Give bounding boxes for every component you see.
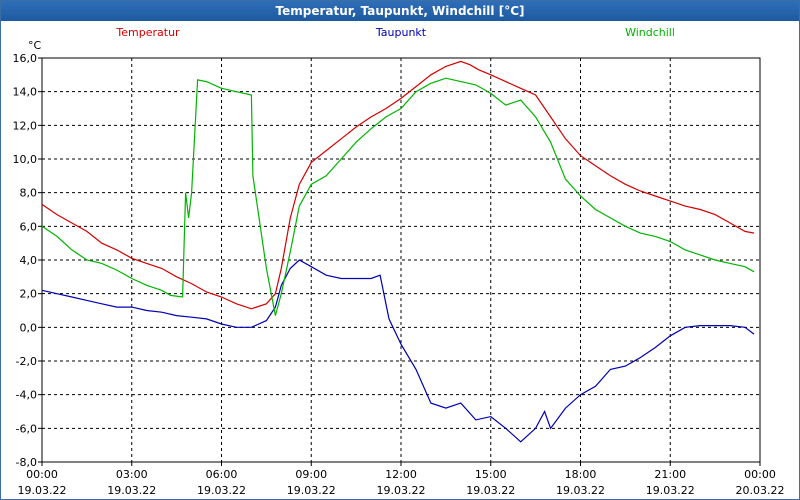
x-tick-date-label: 19.03.22 [646,484,695,497]
x-tick-date-label: 19.03.22 [466,484,515,497]
y-tick-label: 0,0 [20,321,38,334]
series-line-taupunkt [41,259,755,443]
x-tick-time-label: 12:00 [385,468,417,481]
y-tick-label: 6,0 [20,220,38,233]
y-tick-label: 8,0 [20,187,38,200]
x-tick-time-label: 06:00 [206,468,238,481]
series-line-temperatur [41,60,755,310]
y-tick-label: 10,0 [13,153,38,166]
x-tick-date-label: 19.03.22 [556,484,605,497]
legend-taupunkt: Taupunkt [375,26,427,39]
y-tick-label: -6,0 [16,422,37,435]
y-tick-label: -2,0 [16,355,37,368]
y-tick-label: 16,0 [13,52,38,65]
y-tick-label: -8,0 [16,456,37,469]
series-line-windchill [41,77,755,316]
legend-windchill: Windchill [625,26,675,39]
x-tick-time-label: 00:00 [744,468,776,481]
x-tick-time-label: 18:00 [565,468,597,481]
x-tick-time-label: 21:00 [654,468,686,481]
y-tick-label: 4,0 [20,254,38,267]
x-tick-date-label: 19.03.22 [107,484,156,497]
line-chart: °C Temperatur Taupunkt Windchill 16,0 14,… [13,26,785,497]
x-tick-time-label: 03:00 [116,468,148,481]
y-tick-label: 12,0 [13,119,38,132]
y-tick-label: 14,0 [13,86,38,99]
x-tick-date-label: 19.03.22 [377,484,426,497]
x-tick-date-label: 19.03.22 [197,484,246,497]
x-tick-date-label: 19.03.22 [287,484,336,497]
y-axis-unit-label: °C [28,39,42,52]
x-tick-time-label: 09:00 [295,468,327,481]
x-tick-time-label: 15:00 [475,468,507,481]
y-tick-label: 2,0 [20,288,38,301]
legend-temperatur: Temperatur [115,26,180,39]
x-tick-date-label: 20.03.22 [736,484,785,497]
x-tick-time-label: 00:00 [26,468,58,481]
y-tick-label: -4,0 [16,389,37,402]
chart-title: Temperatur, Taupunkt, Windchill [°C] [1,1,799,21]
x-tick-date-label: 19.03.22 [18,484,67,497]
